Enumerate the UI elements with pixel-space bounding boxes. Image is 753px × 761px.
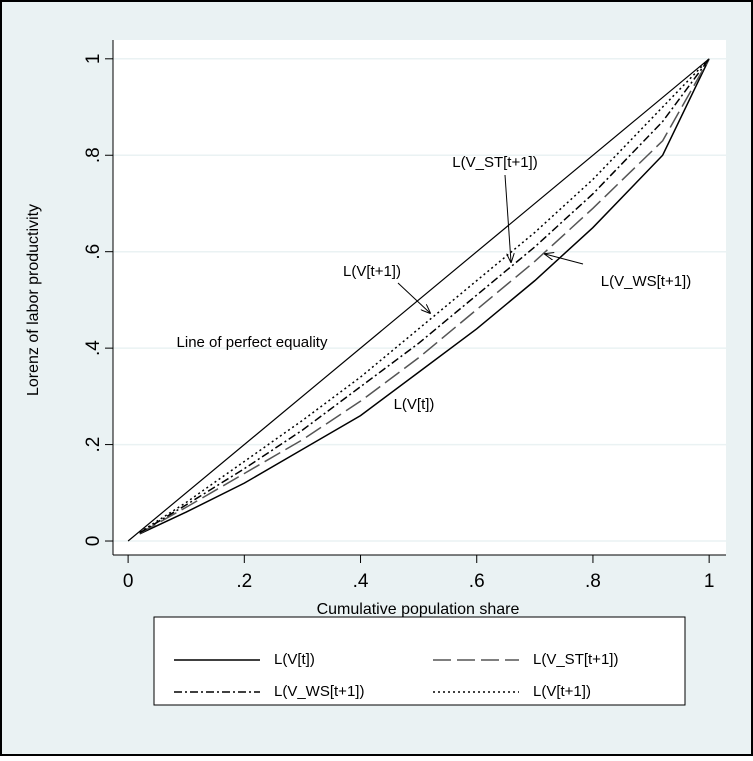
y-tick-label: .6 (83, 244, 104, 260)
annotation: L(V[t+1]) (343, 263, 401, 280)
annotation-arrow (545, 254, 584, 265)
x-tick-label: .2 (236, 571, 252, 592)
x-tick-label: 1 (704, 571, 715, 592)
y-tick-label: 0 (83, 536, 104, 547)
x-axis-title: Cumulative population share (317, 601, 520, 618)
annotation: L(V_ST[t+1]) (452, 154, 537, 171)
y-tick-label: .4 (83, 340, 104, 356)
y-tick-label: .2 (83, 437, 104, 453)
y-axis-title: Lorenz of labor productivity (25, 204, 42, 396)
y-tick-label: .8 (83, 147, 104, 163)
legend-label: L(V_WS[t+1]) (274, 683, 364, 700)
legend-label: L(V[t+1]) (533, 683, 591, 700)
x-tick-label: .4 (353, 571, 369, 592)
annotation-arrow (504, 174, 511, 262)
legend (153, 616, 686, 706)
x-tick-label: .6 (469, 571, 485, 592)
annotation: L(V[t]) (394, 396, 435, 413)
series-line (139, 58, 710, 533)
series-line (139, 58, 710, 534)
equality-line (127, 58, 710, 542)
y-tick-label: 1 (83, 54, 104, 65)
series-line (139, 58, 710, 534)
x-tick-label: 0 (123, 571, 134, 592)
annotation-arrow (397, 282, 430, 313)
x-tick-label: .8 (585, 571, 601, 592)
annotation: L(V_WS[t+1]) (601, 273, 691, 290)
legend-label: L(V[t]) (274, 651, 315, 668)
series-line (139, 58, 710, 535)
legend-label: L(V_ST[t+1]) (533, 651, 618, 668)
annotation: Line of perfect equality (177, 334, 328, 351)
